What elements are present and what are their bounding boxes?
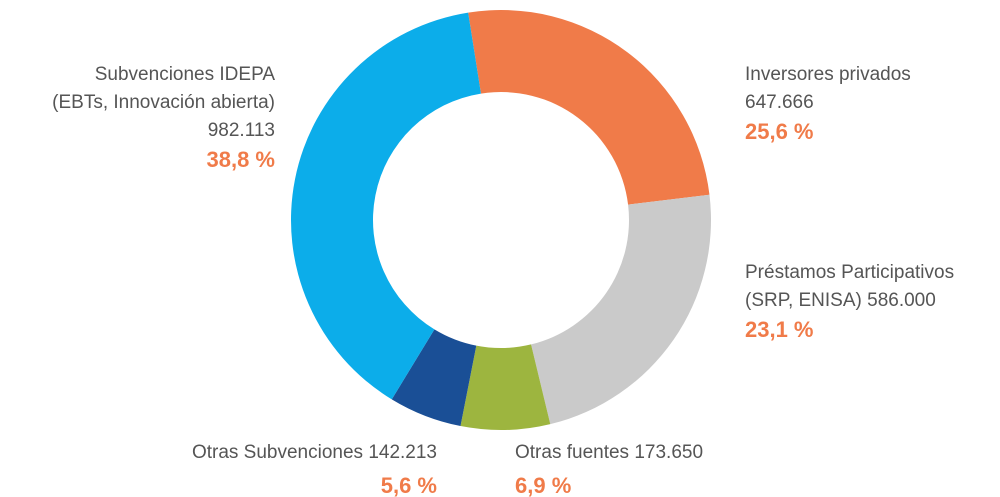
category-text: Otras Subvenciones xyxy=(192,442,363,463)
donut-segment xyxy=(468,9,710,205)
donut-segment xyxy=(291,12,481,400)
category-text: (EBTs, Innovación abierta) xyxy=(52,92,275,113)
value-label: 586.000 xyxy=(867,290,936,311)
category-text: Préstamos Participativos xyxy=(745,262,954,283)
percent-label: 25,6 % xyxy=(745,119,814,144)
value-label: 647.666 xyxy=(745,92,814,113)
category-text: Otras fuentes xyxy=(515,442,629,463)
value-label: 142.213 xyxy=(368,442,437,463)
donut-segment xyxy=(391,329,477,427)
category-label: Préstamos Participativos xyxy=(745,262,954,283)
percent-label: 6,9 % xyxy=(515,473,571,497)
category-label: (SRP, ENISA) 586.000 xyxy=(745,290,936,311)
percent-label: 38,8 % xyxy=(207,147,276,172)
category-text: Inversores privados xyxy=(745,64,911,85)
donut-segment xyxy=(531,194,711,425)
category-text: (SRP, ENISA) xyxy=(745,290,862,311)
category-text: Subvenciones IDEPA xyxy=(95,64,276,85)
value-label: 982.113 xyxy=(208,120,275,141)
category-label: (EBTs, Innovación abierta) xyxy=(52,92,275,113)
category-label: Inversores privados xyxy=(745,64,911,85)
category-label: Otras fuentes 173.650 xyxy=(515,442,703,463)
category-label: Otras Subvenciones 142.213 xyxy=(192,442,437,463)
category-label: Subvenciones IDEPA xyxy=(95,64,276,85)
percent-label: 5,6 % xyxy=(381,473,437,497)
value-label: 173.650 xyxy=(634,442,703,463)
donut-segment xyxy=(460,344,551,430)
percent-label: 23,1 % xyxy=(745,317,814,342)
